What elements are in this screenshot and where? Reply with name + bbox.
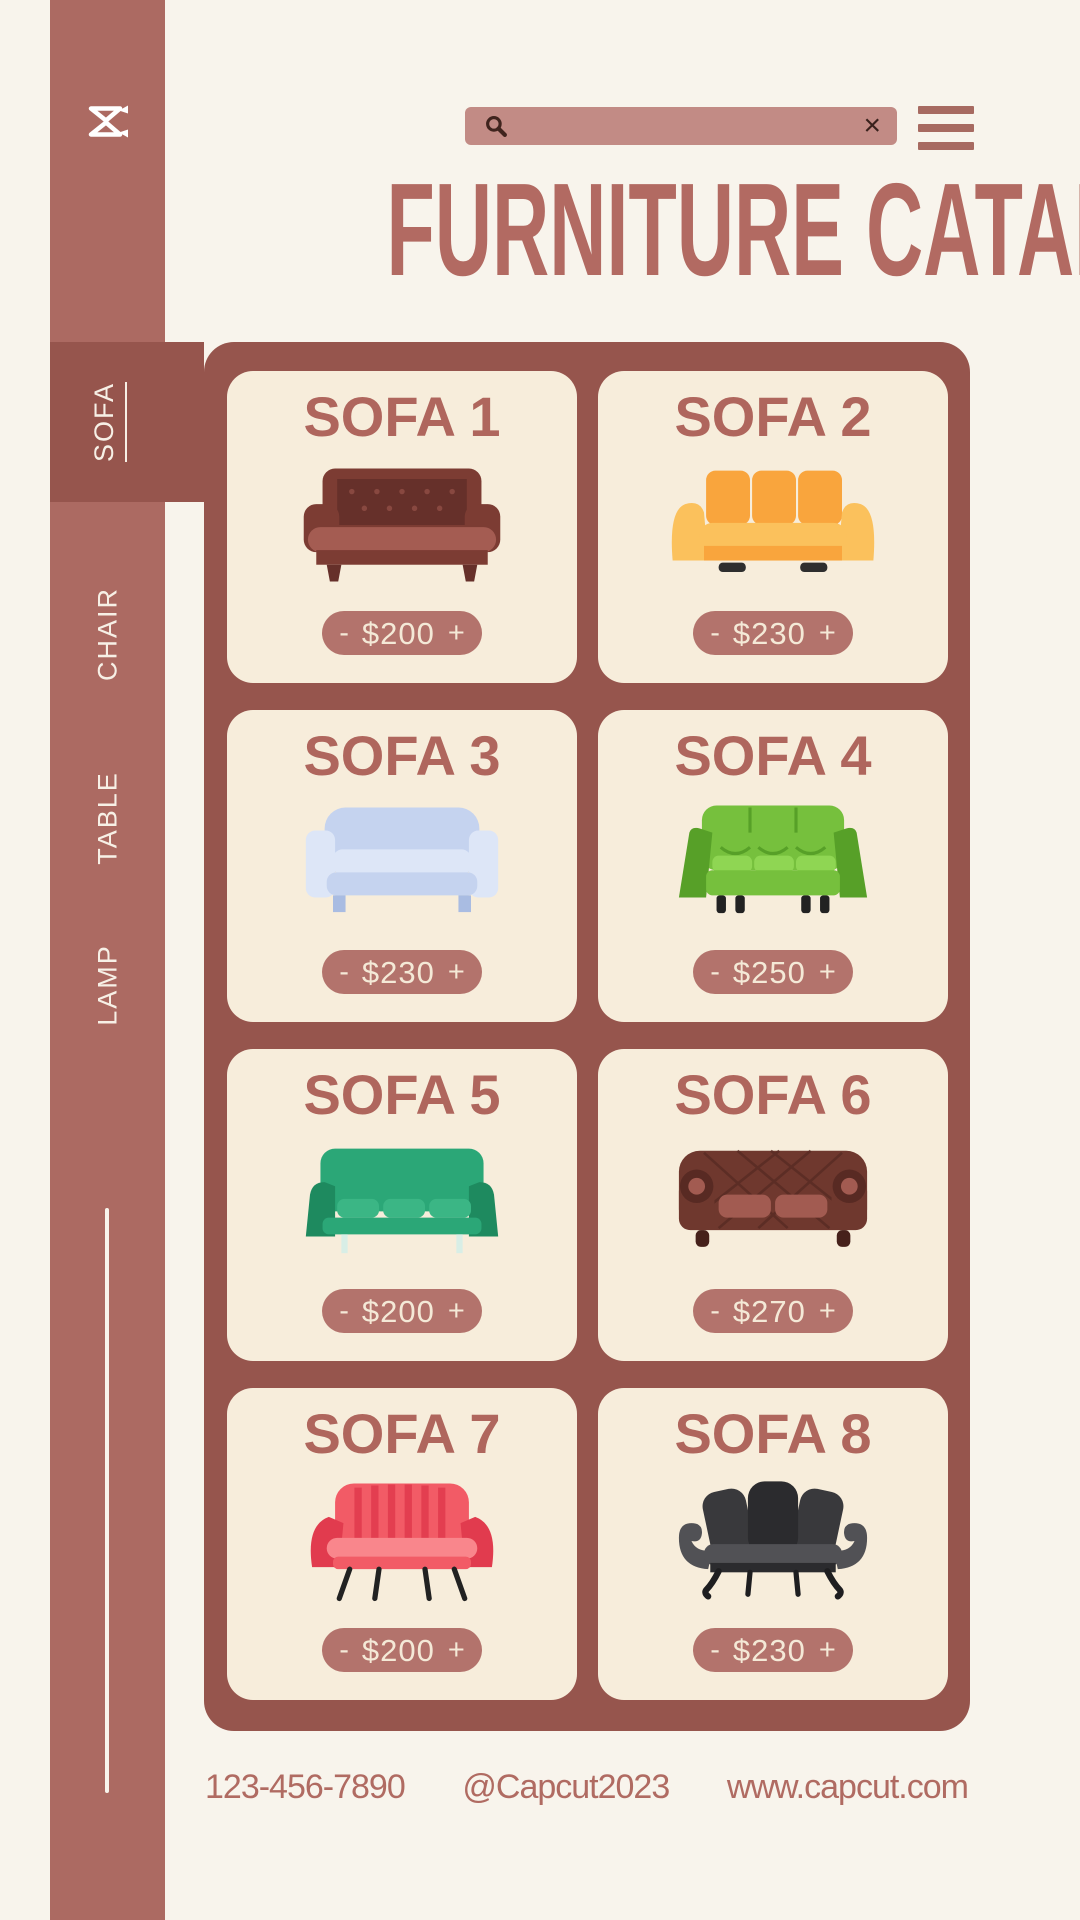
increase-price-button[interactable]: + [447,1294,465,1327]
sofa-art [305,1148,499,1254]
product-name: SOFA 3 [303,724,501,787]
increase-price-button[interactable]: + [818,616,836,649]
product-card[interactable]: SOFA 8 - $230 + [598,1388,948,1700]
price-value: $200 [361,1293,435,1329]
price-value: $230 [732,1632,806,1668]
product-card[interactable]: SOFA 3 - $230 + [227,710,577,1022]
sofa-art [303,468,501,582]
price-stepper: - $230 + [693,611,853,655]
price-stepper: - $200 + [322,1628,482,1672]
footer-phone: 123-456-7890 [205,1768,406,1806]
decrease-price-button[interactable]: - [339,955,349,988]
product-card[interactable]: SOFA 1 - $200 + [227,371,577,683]
increase-price-button[interactable]: + [818,1633,836,1666]
increase-price-button[interactable]: + [447,955,465,988]
sidebar-item-sofa-label: SOFA [89,381,127,463]
menu-button[interactable] [918,106,974,150]
sidebar-divider-line [105,1208,109,1793]
sofa-illustration [658,1478,888,1606]
sofa-art [671,470,875,573]
increase-price-button[interactable]: + [818,1294,836,1327]
catalog-panel: SOFA 1 - $200 + SOFA 2 - $230 + SOFA 3 [204,342,970,1731]
footer-website: www.capcut.com [726,1768,969,1806]
product-name: SOFA 6 [674,1063,872,1126]
menu-bar [918,106,974,114]
decrease-price-button[interactable]: - [339,616,349,649]
product-name: SOFA 7 [303,1402,501,1465]
price-stepper: - $250 + [693,950,853,994]
price-stepper: - $200 + [322,1289,482,1333]
price-value: $200 [361,615,435,651]
decrease-price-button[interactable]: - [710,616,720,649]
menu-bar [918,124,974,132]
sofa-illustration [658,461,888,589]
sofa-illustration [287,461,517,589]
price-stepper: - $230 + [693,1628,853,1672]
price-stepper: - $200 + [322,611,482,655]
sidebar-item-sofa-active[interactable]: SOFA [50,342,204,502]
increase-price-button[interactable]: + [447,616,465,649]
product-card[interactable]: SOFA 6 - $270 + [598,1049,948,1361]
menu-bar [918,142,974,150]
increase-price-button[interactable]: + [447,1633,465,1666]
product-card[interactable]: SOFA 4 - $250 + [598,710,948,1022]
sofa-art [310,1483,494,1602]
sidebar-item-chair[interactable]: CHAIR [92,586,123,682]
price-stepper: - $270 + [693,1289,853,1333]
search-clear-button[interactable]: × [863,109,881,142]
product-name: SOFA 1 [303,385,501,448]
footer: 123-456-7890 @Capcut2023 www.capcut.com [205,1768,969,1807]
decrease-price-button[interactable]: - [339,1294,349,1327]
price-value: $250 [732,954,806,990]
page-title: FURNITURE CATALOG [386,156,1080,303]
sofa-illustration [287,1139,517,1267]
sofa-illustration [287,1478,517,1606]
price-stepper: - $230 + [322,950,482,994]
decrease-price-button[interactable]: - [710,955,720,988]
sidebar-item-table[interactable]: TABLE [92,771,123,865]
product-name: SOFA 2 [674,385,872,448]
sofa-art [678,805,868,914]
sofa-illustration [287,800,517,928]
search-bar[interactable]: × [465,107,897,145]
price-value: $230 [732,615,806,651]
price-value: $230 [361,954,435,990]
product-name: SOFA 8 [674,1402,872,1465]
sofa-illustration [658,1139,888,1267]
sofa-art [305,807,499,913]
decrease-price-button[interactable]: - [710,1633,720,1666]
decrease-price-button[interactable]: - [339,1633,349,1666]
product-name: SOFA 5 [303,1063,501,1126]
search-icon [486,115,507,137]
product-card[interactable]: SOFA 2 - $230 + [598,371,948,683]
increase-price-button[interactable]: + [818,955,836,988]
footer-handle: @Capcut2023 [462,1768,670,1806]
sofa-art [678,1481,868,1600]
sofa-illustration [658,800,888,928]
price-value: $270 [732,1293,806,1329]
sidebar-item-lamp[interactable]: LAMP [92,944,123,1026]
search-input[interactable] [508,112,862,140]
price-value: $200 [361,1632,435,1668]
product-card[interactable]: SOFA 5 - $200 + [227,1049,577,1361]
capcut-logo-icon [88,105,128,138]
sofa-art [678,1149,868,1247]
product-card[interactable]: SOFA 7 - $200 + [227,1388,577,1700]
product-name: SOFA 4 [674,724,872,787]
decrease-price-button[interactable]: - [710,1294,720,1327]
